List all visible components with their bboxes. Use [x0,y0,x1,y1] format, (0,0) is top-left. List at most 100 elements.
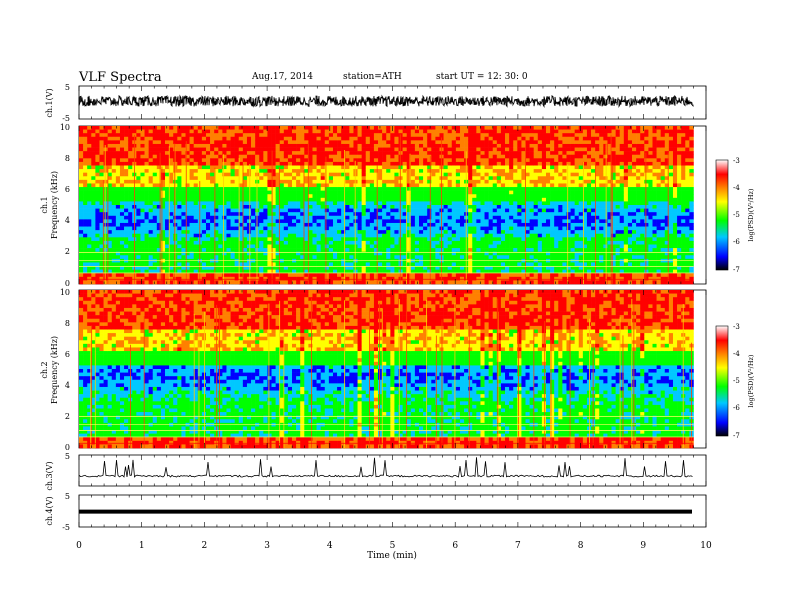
spectrogram-cell [369,136,375,141]
spectrogram-cell [111,222,117,227]
spectrogram-cell [480,190,485,195]
spectrogram-cell [107,133,113,138]
spectrogram-cell [275,161,281,166]
spectrogram-cell [304,136,309,141]
spectrogram-cell [324,158,330,163]
spectrogram-cell [181,158,186,163]
spectrogram-cell [144,197,149,202]
spectrogram-cell [242,226,248,231]
spectrogram-cell [324,233,330,238]
spectrogram-cell [509,248,514,252]
spectrogram-cell [124,183,129,188]
spectrogram-cell [103,273,108,278]
spectrogram-cell [472,133,477,138]
spectrogram-cell [201,158,207,163]
spectrogram-cell [496,140,502,145]
spectrogram-cell [79,172,84,177]
spectrogram-cell [480,251,485,256]
spectrogram-cell [263,240,268,245]
spectrogram-cell [390,187,395,191]
spectrogram-cell [459,136,465,141]
spectrogram-cell [169,136,174,141]
spectrogram-cell [378,201,383,206]
spectrogram-cell [488,240,494,245]
spectrogram-cell [324,133,330,138]
spectrogram-cell [365,183,371,188]
spectrogram-cell [259,269,264,274]
spectrogram-cell [152,147,158,152]
spectrogram-cell [443,183,448,188]
spectrogram-cell [394,276,399,281]
spectrogram-cell [386,190,391,195]
spectrogram-cell [492,165,498,170]
spectrogram-cell [419,269,424,274]
spectrogram-cell [242,215,248,220]
spectrogram-cell [369,187,375,191]
spectrogram-cell [324,151,330,156]
spectrogram-cell [509,276,514,281]
spectrogram-cell [177,240,182,245]
spectrogram-cell [447,205,453,209]
spectrogram-cell [292,143,297,148]
spectrogram-cell [251,126,256,130]
spectrogram-cell [373,194,379,199]
spectrogram-cell [205,269,211,274]
spectrogram-cell [296,129,301,134]
spectrogram-cell [99,165,104,170]
spectrogram-cell [386,147,391,152]
spectrogram-cell [230,126,235,130]
spectrogram-cell [111,273,117,278]
spectrogram-cell [136,262,141,267]
spectrogram-cell [283,169,289,173]
spectrogram-cell [361,273,367,278]
spectrogram-cell [107,208,113,213]
spectrogram-cell [529,183,534,188]
spectrogram-cell [406,133,412,138]
spectrogram-cell [357,179,362,184]
spectrogram-cell [308,201,313,206]
spectrogram-cell [119,233,125,238]
spectrogram-cell [390,258,395,263]
spectrogram-cell [316,176,321,181]
spectrogram-cell [152,222,158,227]
spectrogram-cell [533,154,539,159]
spectrogram-cell [373,215,379,220]
spectrogram-cell [349,187,354,191]
spectrogram-cell [361,262,367,267]
spectrogram-cell [541,169,547,173]
spectrogram-cell [480,269,485,274]
spectrogram-cell [373,208,379,213]
spectrogram-cell [119,276,125,281]
spectrogram-cell [214,215,219,220]
spectrogram-cell [496,251,502,256]
spectrogram-cell [263,158,268,163]
spectrogram-cell [201,143,207,148]
spectrogram-cell [79,143,84,148]
spectrogram-cell [181,151,186,156]
spectrogram-cell [476,176,481,181]
spectrogram-cell [251,251,256,256]
spectrogram-cell [251,190,256,195]
spectrogram-cell [496,190,502,195]
spectrogram-cell [443,237,448,242]
spectrogram-cell [472,251,477,256]
spectrogram-cell [251,258,256,263]
spectrogram-cell [230,248,235,252]
spectrogram-cell [431,172,436,177]
spectrogram-cell [517,140,522,145]
spectrogram-cell [271,205,276,209]
spectrogram-cell [414,169,420,173]
spectrogram-cell [382,244,387,249]
spectrogram-cell [500,244,506,249]
spectrogram-cell [238,187,244,191]
spectrogram-cell [459,248,465,252]
spectrogram-cell [87,158,92,163]
spectrogram-cell [402,226,408,231]
spectrogram-cell [517,251,522,256]
spectrogram-cell [226,280,231,285]
spectrogram-cell [447,126,453,130]
spectrogram-cell [263,187,268,191]
spectrogram-cell [259,126,264,130]
spectrogram-cell [234,129,240,134]
spectrogram-cell [500,240,506,245]
